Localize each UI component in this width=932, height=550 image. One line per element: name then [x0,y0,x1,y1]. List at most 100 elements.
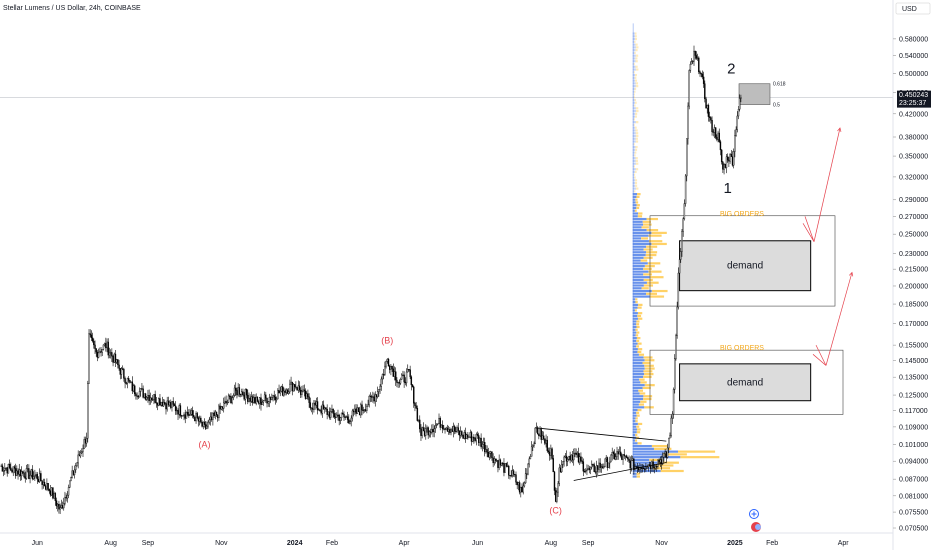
volume-bar-buy [632,309,635,312]
candle-body [550,448,552,456]
volume-bar-buy [632,375,644,378]
candle-body [690,61,693,65]
volume-bar-sell [635,60,638,63]
candle-body [456,427,458,432]
candle-body [613,453,616,460]
candle-body [295,386,297,388]
candle-body [480,437,482,448]
candle-body [209,416,212,421]
candle-body [129,380,131,383]
candle-body [263,394,266,402]
candle-body [432,429,434,433]
x-tick-label: Sep [142,540,155,547]
volume-bar-buy [632,115,636,118]
candle-body [490,451,492,454]
volume-bar-sell [635,417,638,420]
candle-body [558,467,560,484]
volume-bar-sell [633,71,635,74]
candle-body [219,405,221,410]
candle-body [201,422,203,427]
candle-body [117,359,119,366]
candle-body [735,129,737,136]
candle-body [664,451,666,454]
candle-body [730,153,732,157]
candle-body [6,467,8,474]
candle-body [470,432,473,442]
bottom-icons[interactable] [749,509,762,533]
volume-bar-buy [632,145,636,149]
candle-body [575,452,577,455]
volume-bar-buy [632,425,637,428]
candle-body [413,386,415,404]
candle-body [197,417,200,422]
arrow-up-1 [813,127,841,242]
candle-body [386,358,388,362]
candle-body [452,426,455,432]
y-tick-label: 0.135000 [899,375,928,382]
volume-bar-buy [632,49,636,52]
candle-body [631,458,634,461]
candle-body [729,153,731,162]
currency-box[interactable] [895,2,931,15]
candle-body [251,396,254,403]
volume-bar-sell [646,245,658,248]
volume-bar-buy [632,209,635,212]
volume-bar-sell [636,206,640,210]
volume-bar-buy [632,85,636,88]
candle-body [194,416,196,422]
candle-body [606,457,609,468]
candle-body [686,138,688,177]
candle-body [204,424,207,429]
volume-bar-sell [635,334,639,337]
volume-bar-sell [635,301,638,304]
volume-bar-sell [641,287,649,290]
volume-bar-sell [633,165,635,168]
candle-body [121,368,124,370]
candle-body [704,83,706,100]
candle-body [95,348,97,353]
candle-body [468,436,470,438]
candle-body [740,97,742,99]
candle-body [463,432,465,439]
candle-body [75,465,77,471]
candle-body [296,387,298,391]
volume-bar-sell [635,57,638,60]
volume-bar-sell [658,461,679,464]
volume-bar-sell [635,115,637,118]
candle-body [349,421,351,424]
arrow-up-2-head [849,271,854,277]
candle-body [560,464,563,473]
candle-body [450,429,452,433]
candle-body [230,396,232,404]
candle-body [189,414,191,416]
candle-body [51,487,53,496]
candle-body [633,458,635,471]
volume-bar-buy [632,195,637,198]
volume-bar-buy [632,342,638,345]
candle-body [182,415,184,417]
candle-body [522,485,524,493]
volume-bar-buy [632,458,650,462]
volume-bar-buy [632,469,661,473]
candle-body [298,385,301,391]
candle-body [235,387,237,391]
candle-body [331,408,333,412]
candle-body [605,457,607,460]
candle-body [675,335,677,359]
volume-bar-buy [632,378,640,381]
volume-bar-sell [636,431,641,434]
candle-body [249,398,251,402]
volume-bar-sell [635,162,639,165]
volume-bar-buy [632,389,639,392]
y-axis: 0.5800000.5400000.5000000.4600000.420000… [892,0,928,550]
candle-body [355,408,357,414]
candle-body [11,470,13,473]
volume-bar-sell [649,295,665,298]
candle-body [527,463,529,475]
volume-bar-sell [636,337,641,340]
candle-body [726,156,729,161]
candle-body [324,407,326,410]
candlestick-series [0,45,742,515]
candle-body [196,413,198,418]
